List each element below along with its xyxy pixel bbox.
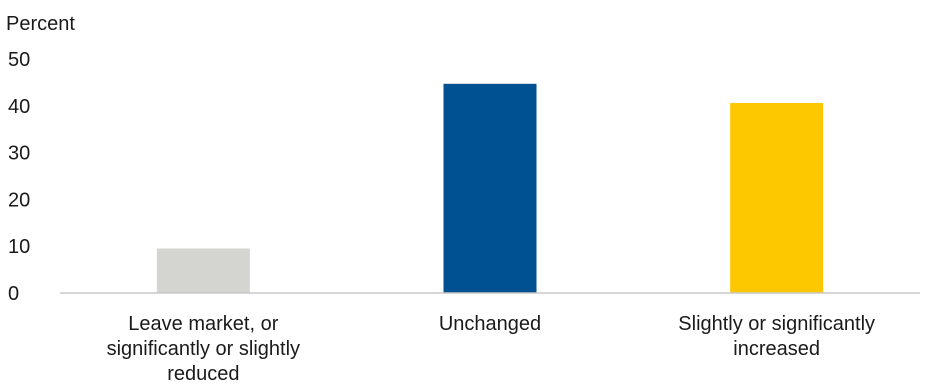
category-label-line: Leave market, or bbox=[128, 313, 278, 335]
y-axis-ticks: 0 10 20 30 40 50 bbox=[8, 49, 30, 305]
y-axis-label: Percent bbox=[6, 13, 75, 35]
bars bbox=[156, 83, 824, 293]
category-labels: Leave market, or significantly or slightl… bbox=[107, 313, 875, 385]
category-label-line: reduced bbox=[167, 363, 239, 385]
y-tick-label: 0 bbox=[8, 283, 19, 305]
bar bbox=[156, 248, 250, 293]
y-tick-label: 50 bbox=[8, 49, 30, 71]
category-label-line: significantly or slightly bbox=[107, 338, 300, 360]
bar bbox=[730, 102, 824, 293]
category-label-line: Unchanged bbox=[439, 313, 541, 335]
y-tick-label: 30 bbox=[8, 143, 30, 165]
bar bbox=[443, 83, 537, 293]
y-tick-label: 40 bbox=[8, 96, 30, 118]
category-label: Slightly or significantly increased bbox=[678, 313, 875, 360]
category-label: Leave market, or significantly or slightl… bbox=[107, 313, 300, 385]
category-label: Unchanged bbox=[439, 313, 541, 335]
category-label-line: increased bbox=[733, 338, 820, 360]
y-tick-label: 10 bbox=[8, 236, 30, 258]
category-label-line: Slightly or significantly bbox=[678, 313, 875, 335]
y-tick-label: 20 bbox=[8, 189, 30, 211]
